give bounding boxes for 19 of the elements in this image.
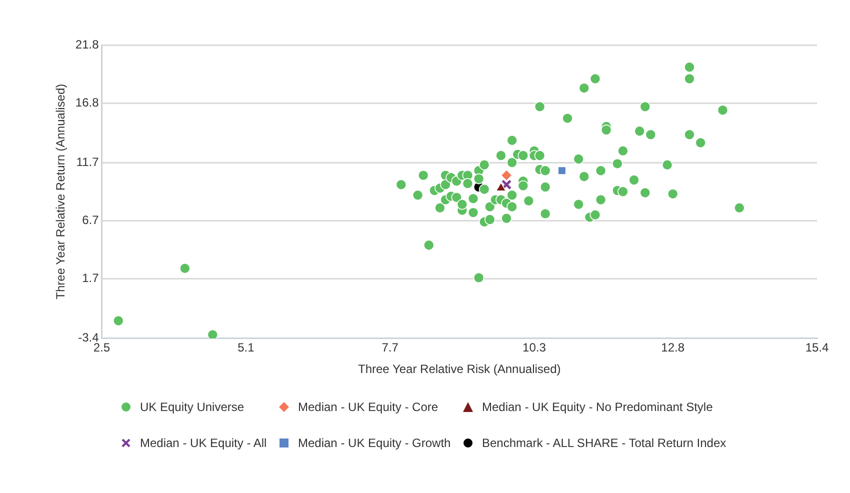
legend-label: Median - UK Equity - All <box>140 436 267 450</box>
legend-label: Benchmark - ALL SHARE - Total Return Index <box>482 436 726 450</box>
x-tick-label: 5.1 <box>238 340 255 355</box>
legend-label: Median - UK Equity - Core <box>298 400 438 414</box>
y-tick-label: 11.7 <box>76 154 100 169</box>
x-tick-label: 15.4 <box>805 340 829 355</box>
x-axis-title: Three Year Relative Risk (Annualised) <box>358 362 561 376</box>
x-tick-label: 10.3 <box>522 340 546 355</box>
y-tick-label: 6.7 <box>82 213 100 227</box>
legend-label: Median - UK Equity - Growth <box>298 436 451 450</box>
y-tick-label: 1.7 <box>82 271 100 286</box>
x-tick-label: 12.8 <box>661 340 685 355</box>
y-tick-label: 16.8 <box>75 95 100 110</box>
y-tick-label: 21.8 <box>75 37 100 52</box>
x-tick-label: 2.5 <box>93 340 110 355</box>
legend-label: UK Equity Universe <box>140 400 244 414</box>
y-axis-title: Three Year Relative Return (Annualised) <box>54 84 68 300</box>
x-tick-label: 7.7 <box>382 340 399 355</box>
legend-label: Median - UK Equity - No Predominant Style <box>482 400 713 414</box>
